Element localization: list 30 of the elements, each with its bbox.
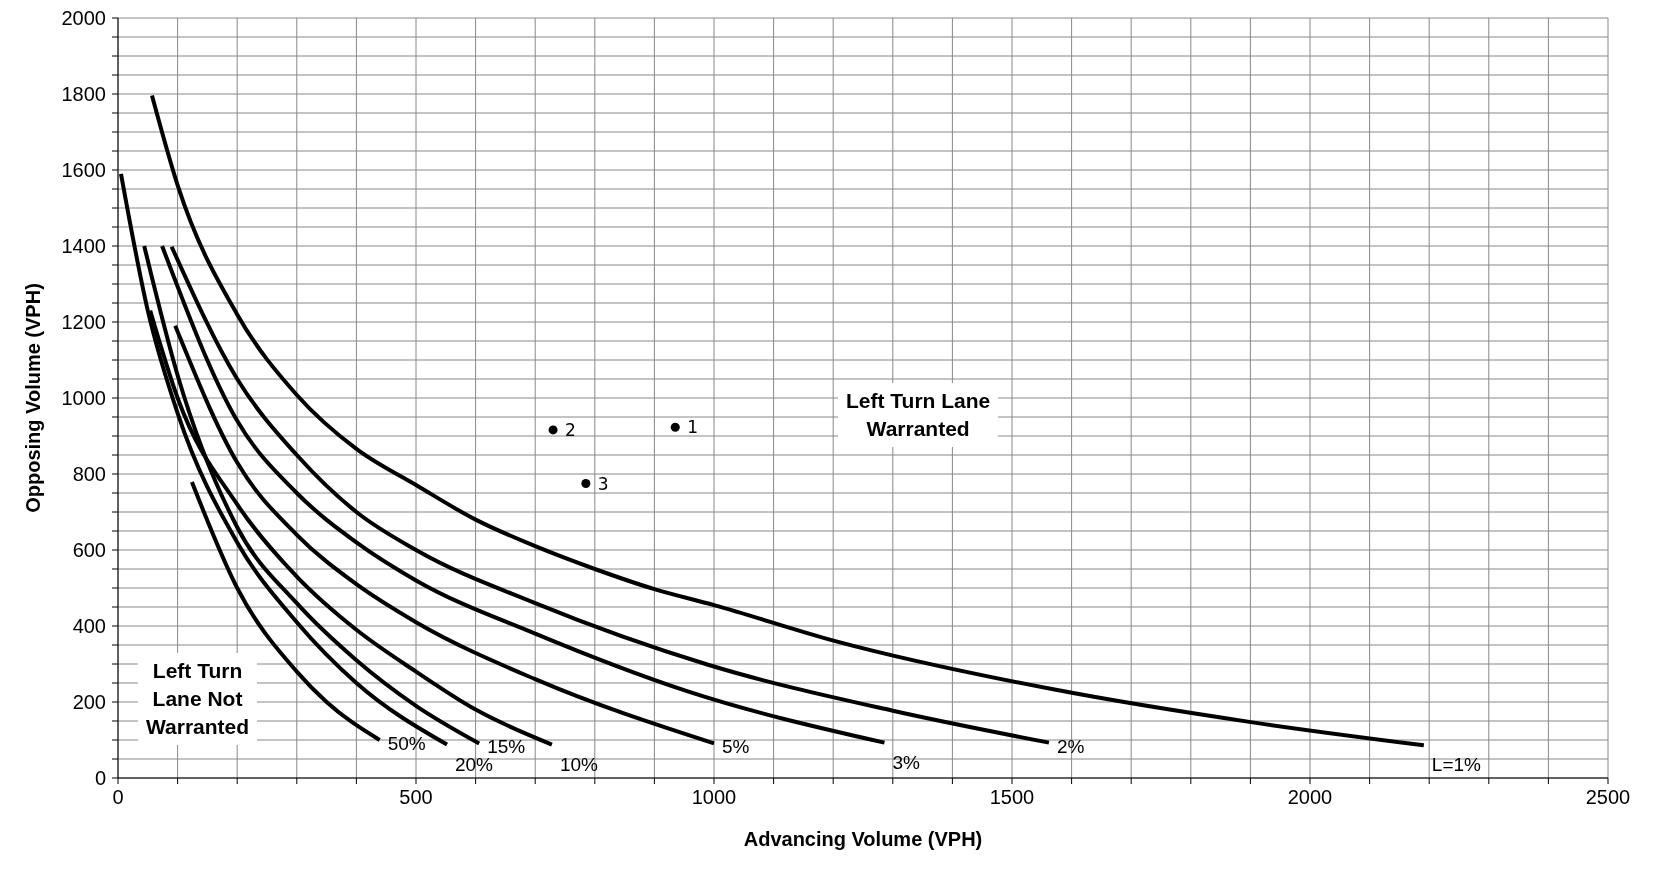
x-tick-label: 500	[399, 786, 433, 808]
y-tick-label: 2000	[61, 7, 106, 29]
y-tick-label: 1200	[61, 311, 106, 333]
x-tick-label: 2000	[1287, 786, 1333, 808]
series-label: 2%	[1056, 735, 1085, 757]
x-tick-label: 2500	[1585, 786, 1631, 808]
y-tick-label: 200	[72, 691, 106, 713]
series-label: 2	[565, 419, 576, 440]
series-label: 5%	[722, 736, 750, 758]
series-label: 3	[597, 473, 609, 494]
series-label: 3%	[892, 751, 921, 773]
y-tick-label: 1600	[61, 159, 106, 181]
series-label: 1	[687, 417, 699, 438]
series-label: 10%	[559, 753, 599, 775]
y-tick-label: 1800	[61, 83, 106, 105]
y-axis-title: Opposing Volume (VPH)	[22, 283, 45, 513]
annotation: Left Turn Lane Warranted	[838, 383, 999, 447]
y-tick-label: 0	[94, 767, 106, 789]
series-label: L=1%	[1431, 754, 1482, 776]
x-tick-label: 1000	[691, 786, 737, 808]
annotation: Left Turn Lane Not Warranted	[138, 653, 258, 745]
x-tick-label: 1500	[989, 786, 1035, 808]
y-tick-label: 1400	[61, 235, 106, 257]
y-tick-label: 400	[72, 615, 106, 637]
y-tick-label: 800	[72, 463, 106, 485]
x-axis-title: Advancing Volume (VPH)	[743, 828, 983, 850]
series-label: 50%	[387, 733, 426, 754]
y-tick-label: 1000	[61, 387, 106, 409]
x-tick-label: 0	[112, 786, 124, 808]
y-tick-label: 600	[72, 539, 106, 561]
